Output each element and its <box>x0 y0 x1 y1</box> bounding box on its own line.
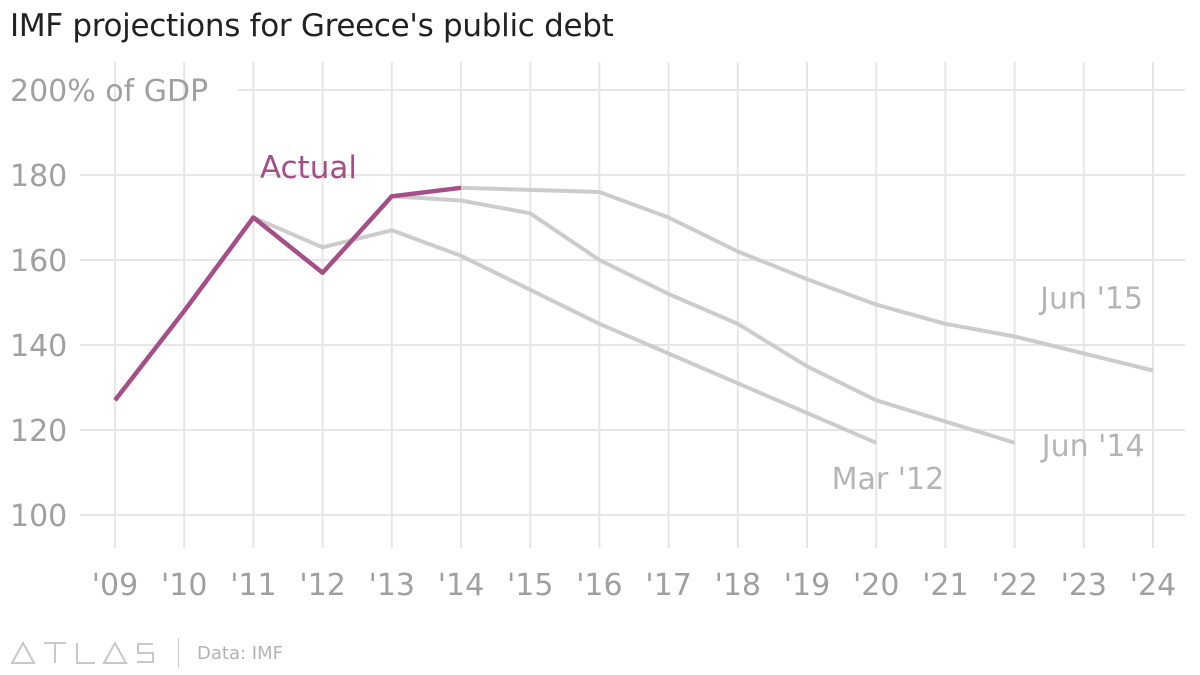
x-tick-label: '09 <box>92 568 138 603</box>
series-label: Jun '15 <box>1038 282 1143 317</box>
y-axis-ticks: 100 120 140 160 180 200% of GDP <box>10 74 208 534</box>
x-tick-label: '18 <box>715 568 761 603</box>
x-tick-label: '19 <box>784 568 830 603</box>
y-tick-label: 200% of GDP <box>10 74 208 109</box>
series-label: Jun '14 <box>1040 429 1145 464</box>
y-tick-label: 180 <box>10 159 67 194</box>
x-tick-label: '23 <box>1061 568 1107 603</box>
series-label: Actual <box>260 150 357 186</box>
footer-divider <box>178 638 179 668</box>
series-label: Mar '12 <box>832 462 945 497</box>
gridlines <box>80 62 1185 548</box>
chart-title: IMF projections for Greece's public debt <box>10 8 614 44</box>
x-tick-label: '24 <box>1130 568 1176 603</box>
x-axis-ticks: '09 '10 '11 '12 '13 '14 '15 '16 '17 '18 '19 '20 '21 '… <box>92 568 1176 603</box>
series-labels: Mar '12 Jun '14 Jun '15 Actual <box>260 150 1145 497</box>
footer: Data: IMF <box>10 636 283 670</box>
y-tick-label: 120 <box>10 414 67 449</box>
x-tick-label: '21 <box>922 568 968 603</box>
y-tick-label: 100 <box>10 499 67 534</box>
series-line-actual <box>113 185 462 402</box>
y-tick-label: 160 <box>10 244 67 279</box>
x-tick-label: '16 <box>576 568 622 603</box>
x-tick-label: '22 <box>991 568 1037 603</box>
atlas-wordmark-icon <box>10 641 154 664</box>
series-lines <box>113 185 1154 445</box>
x-tick-label: '15 <box>507 568 553 603</box>
x-tick-label: '20 <box>853 568 899 603</box>
series-line-jun-15 <box>460 185 1154 373</box>
x-tick-label: '12 <box>299 568 345 603</box>
y-tick-label: 140 <box>10 329 67 364</box>
x-tick-label: '14 <box>438 568 484 603</box>
x-tick-label: '11 <box>230 568 276 603</box>
series-line-jun-14 <box>391 194 1016 445</box>
atlas-logo <box>10 641 156 665</box>
x-tick-label: '17 <box>645 568 691 603</box>
source-note: Data: IMF <box>197 642 283 664</box>
x-tick-label: '13 <box>369 568 415 603</box>
x-tick-label: '10 <box>161 568 207 603</box>
series-line-mar-12 <box>252 215 877 445</box>
